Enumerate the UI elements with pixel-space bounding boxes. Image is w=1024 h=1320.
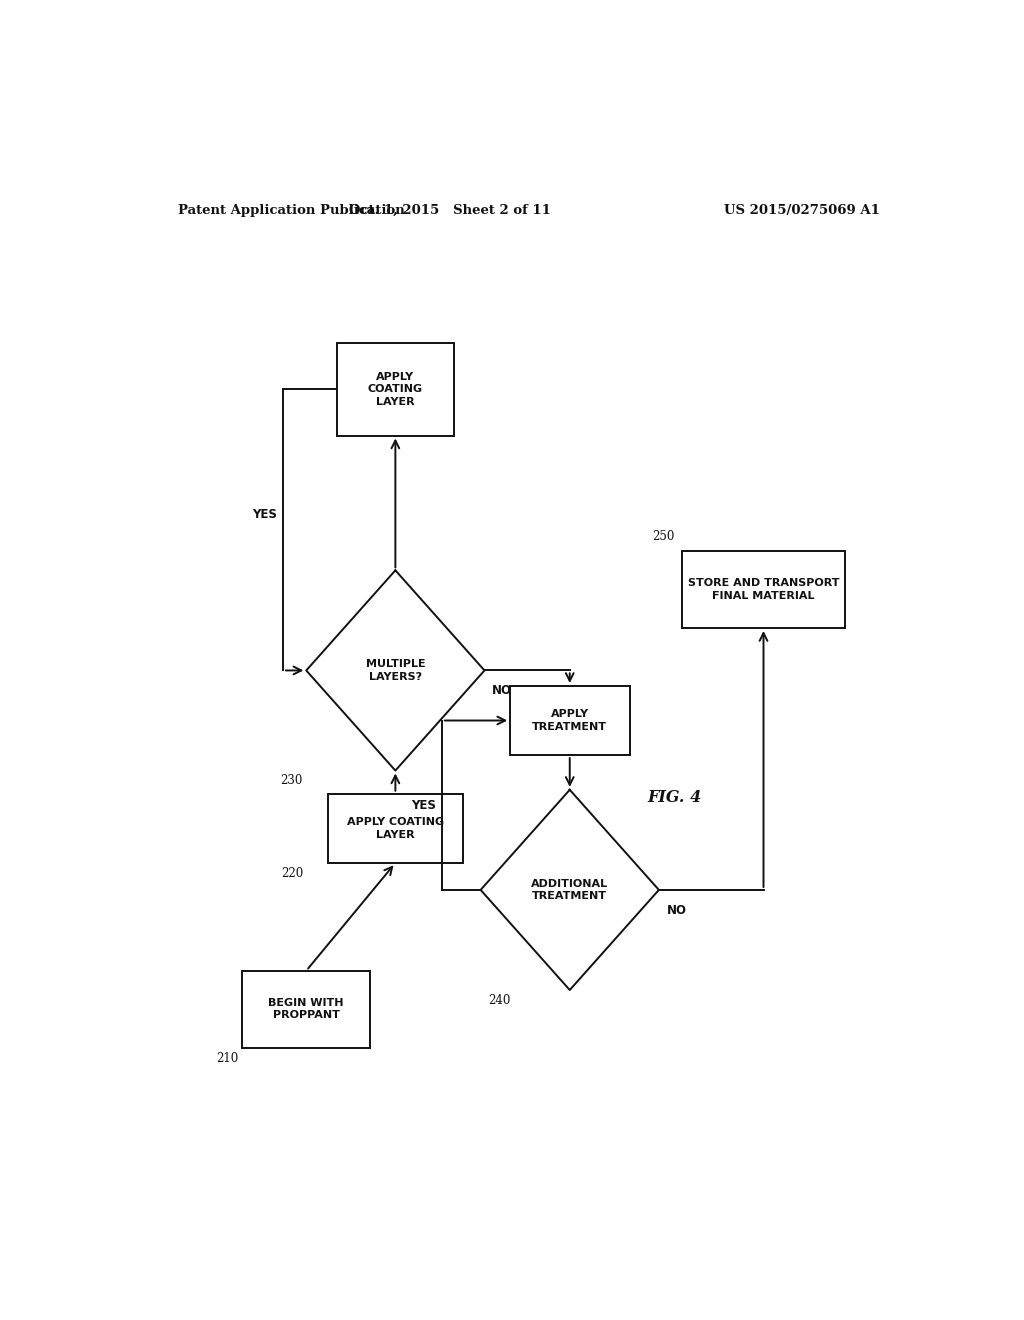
Bar: [328, 793, 463, 863]
Text: Patent Application Publication: Patent Application Publication: [178, 205, 406, 218]
Text: MULTIPLE
LAYERS?: MULTIPLE LAYERS?: [366, 659, 425, 681]
Text: APPLY
COATING
LAYER: APPLY COATING LAYER: [368, 372, 423, 407]
Text: 220: 220: [282, 867, 304, 880]
Bar: [682, 552, 845, 628]
Bar: [510, 686, 630, 755]
Text: NO: NO: [667, 904, 687, 917]
Text: Oct. 1, 2015   Sheet 2 of 11: Oct. 1, 2015 Sheet 2 of 11: [349, 205, 551, 218]
Text: BEGIN WITH
PROPPANT: BEGIN WITH PROPPANT: [268, 998, 344, 1020]
Text: 250: 250: [652, 531, 675, 544]
Text: STORE AND TRANSPORT
FINAL MATERIAL: STORE AND TRANSPORT FINAL MATERIAL: [688, 578, 840, 601]
Text: 210: 210: [216, 1052, 239, 1065]
Text: ADDITIONAL
TREATMENT: ADDITIONAL TREATMENT: [531, 879, 608, 902]
Text: APPLY
TREATMENT: APPLY TREATMENT: [532, 709, 607, 731]
Text: US 2015/0275069 A1: US 2015/0275069 A1: [724, 205, 881, 218]
Text: 240: 240: [488, 994, 511, 1007]
Text: 230: 230: [280, 775, 302, 788]
Bar: [337, 343, 454, 436]
Text: YES: YES: [252, 508, 276, 520]
Text: YES: YES: [411, 799, 435, 812]
Text: APPLY COATING
LAYER: APPLY COATING LAYER: [347, 817, 444, 840]
Text: FIG. 4: FIG. 4: [647, 789, 701, 807]
Text: NO: NO: [493, 684, 512, 697]
Bar: [243, 970, 371, 1048]
